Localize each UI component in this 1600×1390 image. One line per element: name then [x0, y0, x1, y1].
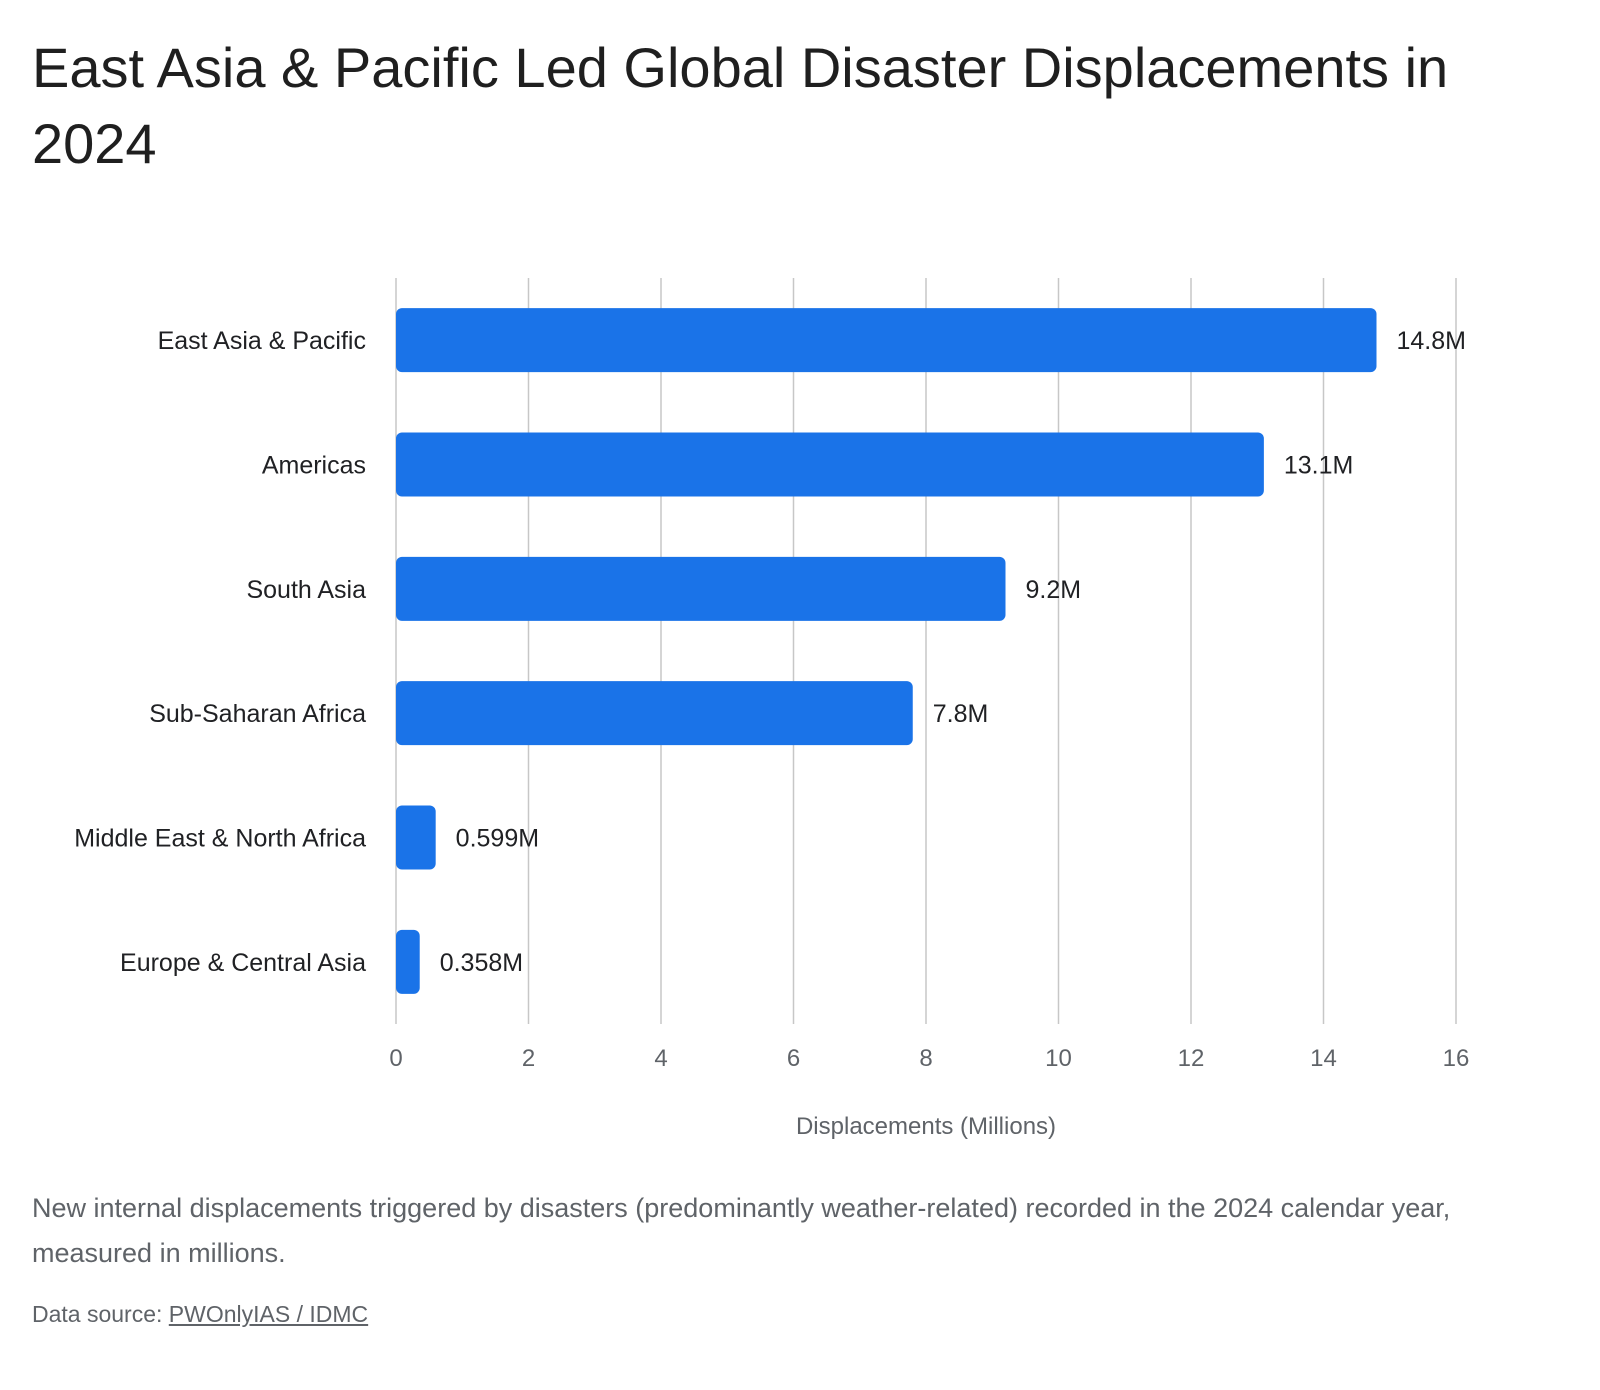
x-tick-label: 12 — [1178, 1045, 1205, 1072]
category-label: South Asia — [246, 576, 366, 604]
data-label: 0.599M — [456, 825, 539, 853]
data-label: 9.2M — [1026, 576, 1082, 604]
data-source-label: Data source: — [32, 1301, 169, 1327]
bar — [396, 805, 436, 870]
category-label: Middle East & North Africa — [74, 825, 366, 853]
x-tick-label: 10 — [1045, 1045, 1072, 1072]
gridlines — [395, 278, 1457, 1024]
x-tick-label: 0 — [389, 1045, 402, 1072]
x-tick-label: 8 — [919, 1045, 932, 1072]
bar — [396, 929, 420, 994]
x-tick-label: 2 — [522, 1045, 535, 1072]
bar — [396, 681, 913, 746]
x-tick-label: 14 — [1310, 1045, 1337, 1072]
data-label: 13.1M — [1284, 452, 1353, 480]
bar-chart: 14.8M 13.1M 9.2M 7.8M 0.599M 0.358M East Asia… — [74, 278, 1469, 1140]
bars — [396, 308, 1377, 994]
category-labels: East Asia & Pacific Americas South Asia Sub… — [74, 327, 366, 977]
chart-title: East Asia & Pacific Led Global Disaster … — [32, 36, 1449, 175]
x-tick-label: 4 — [654, 1045, 667, 1072]
category-label: Americas — [262, 452, 366, 480]
data-label: 14.8M — [1397, 327, 1466, 355]
category-label: Sub-Saharan Africa — [149, 700, 366, 728]
chart-caption: New internal displacements triggered by … — [32, 1193, 1451, 1268]
x-axis-ticks: 0 2 4 6 8 10 12 14 16 — [389, 1045, 1469, 1072]
data-labels: 14.8M 13.1M 9.2M 7.8M 0.599M 0.358M — [440, 327, 1466, 977]
data-label: 0.358M — [440, 949, 523, 977]
bar — [396, 308, 1377, 373]
bar — [396, 556, 1006, 621]
category-label: Europe & Central Asia — [120, 949, 366, 977]
data-source: Data source: PWOnlyIAS / IDMC — [32, 1298, 368, 1330]
x-tick-label: 16 — [1443, 1045, 1470, 1072]
data-label: 7.8M — [933, 700, 989, 728]
x-axis-title: Displacements (Millions) — [796, 1113, 1056, 1140]
category-label: East Asia & Pacific — [158, 327, 366, 355]
x-tick-label: 6 — [787, 1045, 800, 1072]
bar — [396, 432, 1264, 497]
data-source-link[interactable]: PWOnlyIAS / IDMC — [168, 1301, 369, 1327]
